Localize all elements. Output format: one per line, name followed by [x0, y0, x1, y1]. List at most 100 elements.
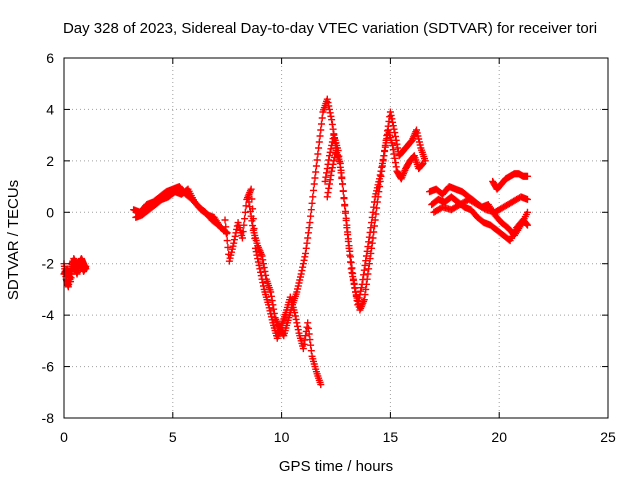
- data-point: [360, 296, 368, 304]
- data-point: [342, 214, 350, 222]
- data-point: [256, 265, 264, 273]
- data-point: [299, 263, 307, 271]
- data-point: [351, 284, 359, 292]
- data-point: [378, 163, 386, 171]
- data-point: [378, 159, 386, 167]
- data-point: [346, 247, 354, 255]
- data-point: [302, 332, 310, 340]
- data-point: [328, 164, 336, 172]
- series-arc-2b: [132, 185, 231, 237]
- x-tick-label: 0: [60, 429, 68, 445]
- data-point: [325, 180, 333, 188]
- data-point: [366, 255, 374, 263]
- data-point: [354, 301, 362, 309]
- data-point: [242, 202, 250, 210]
- data-point: [362, 257, 370, 265]
- data-point: [317, 120, 325, 128]
- data-points: [60, 95, 531, 389]
- data-point: [261, 267, 269, 275]
- data-point: [240, 221, 248, 229]
- data-point: [260, 264, 268, 272]
- data-point: [291, 312, 299, 320]
- data-point: [246, 203, 254, 211]
- x-tick-label: 20: [491, 429, 507, 445]
- data-point: [248, 217, 256, 225]
- data-point: [360, 271, 368, 279]
- data-point: [302, 244, 310, 252]
- data-point: [294, 326, 302, 334]
- data-point: [241, 215, 249, 223]
- data-point: [381, 143, 389, 151]
- data-point: [301, 253, 309, 261]
- data-point: [357, 284, 365, 292]
- data-point: [341, 207, 349, 215]
- y-tick-label: -8: [42, 410, 55, 426]
- data-point: [259, 260, 267, 268]
- data-point: [324, 99, 332, 107]
- data-point: [304, 229, 312, 237]
- data-point: [363, 247, 371, 255]
- y-tick-label: 2: [46, 153, 54, 169]
- data-point: [390, 125, 398, 133]
- y-tick-label: -4: [42, 307, 55, 323]
- data-point: [352, 288, 360, 296]
- data-point: [419, 159, 427, 167]
- data-point: [322, 173, 330, 181]
- data-point: [270, 305, 278, 313]
- data-point: [221, 216, 229, 224]
- data-point: [259, 256, 267, 264]
- data-point: [388, 115, 396, 123]
- data-point: [326, 109, 334, 117]
- y-tick-label: 4: [46, 101, 54, 117]
- data-point: [325, 152, 333, 160]
- data-point: [247, 185, 255, 193]
- data-point: [337, 166, 345, 174]
- series-arc-1b: [60, 255, 90, 286]
- data-point: [307, 206, 315, 214]
- data-point: [317, 126, 325, 134]
- data-point: [329, 160, 337, 168]
- data-point: [380, 152, 388, 160]
- data-point: [390, 150, 398, 158]
- data-point: [223, 229, 231, 237]
- data-point: [369, 234, 377, 242]
- data-point: [391, 154, 399, 162]
- data-point: [222, 223, 230, 231]
- data-point: [347, 258, 355, 266]
- data-point: [358, 280, 366, 288]
- data-point: [304, 234, 312, 242]
- data-point: [314, 150, 322, 158]
- data-point: [267, 288, 275, 296]
- data-point: [325, 184, 333, 192]
- y-tick-label: 6: [46, 50, 54, 66]
- data-point: [297, 270, 305, 278]
- data-point: [367, 224, 375, 232]
- data-point: [323, 169, 331, 177]
- data-point: [357, 287, 365, 295]
- data-point: [389, 122, 397, 130]
- data-point: [303, 323, 311, 331]
- x-tick-label: 15: [383, 429, 399, 445]
- data-point: [340, 194, 348, 202]
- x-tick-label: 10: [274, 429, 290, 445]
- data-point: [307, 212, 315, 220]
- data-point: [364, 270, 372, 278]
- data-point: [339, 180, 347, 188]
- data-point: [328, 120, 336, 128]
- data-point: [389, 146, 397, 154]
- x-tick-label: 5: [169, 429, 177, 445]
- data-point: [364, 243, 372, 251]
- data-point: [389, 118, 397, 126]
- data-point: [326, 176, 334, 184]
- data-point: [347, 253, 355, 261]
- data-point: [359, 276, 367, 284]
- data-point: [366, 228, 374, 236]
- data-point: [245, 198, 253, 206]
- x-axis-label: GPS time / hours: [279, 458, 393, 475]
- data-point: [523, 221, 531, 229]
- data-point: [305, 330, 313, 338]
- data-point: [306, 219, 314, 227]
- data-point: [369, 208, 377, 216]
- data-point: [325, 156, 333, 164]
- data-point: [365, 260, 373, 268]
